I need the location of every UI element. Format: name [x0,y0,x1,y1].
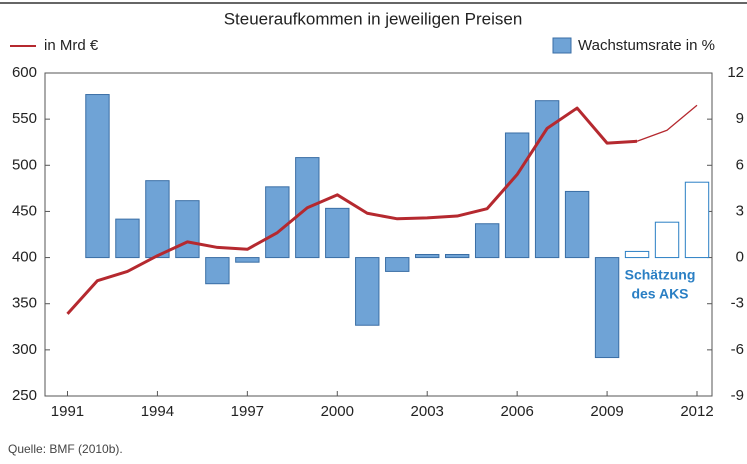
x-tick-label: 1991 [51,403,84,420]
y2-tick-label: -9 [731,387,744,404]
y-tick-label: 250 [12,387,37,404]
x-tick-label: 1997 [231,403,264,420]
legend-label: Wachstumsrate in % [578,37,715,54]
annotation: Schätzung [625,267,696,283]
bar [115,218,140,259]
plot-frame [44,72,713,397]
bar [175,200,200,259]
y2-tick-label: -6 [731,341,744,358]
bar [355,257,380,326]
bar [564,190,590,259]
bar [444,253,470,259]
line [66,106,638,315]
y2-tick-label: 6 [736,156,744,173]
y-tick-label: 300 [12,341,37,358]
estimate-bar [624,250,650,259]
y-tick-label: 550 [12,110,37,127]
y-tick-label: 400 [12,249,37,266]
y2-tick-label: 0 [736,249,744,266]
source: Quelle: BMF (2010b). [8,442,123,456]
estimate-bar [684,181,710,259]
bar [265,186,290,259]
annotation: des AKS [631,286,688,302]
y2-tick-label: -3 [731,295,744,312]
bar [594,257,620,359]
bar [415,253,440,259]
legend-swatch [552,37,572,54]
y-tick-label: 450 [12,202,37,219]
y2-tick-label: 3 [736,202,744,219]
y-tick-label: 350 [12,295,37,312]
bar [474,223,500,259]
x-tick-label: 2006 [500,403,533,420]
y2-tick-label: 12 [727,64,744,81]
bar [325,207,350,259]
y-tick-label: 600 [12,64,37,81]
x-tick-label: 1994 [141,403,174,420]
x-tick-label: 2012 [680,403,713,420]
estimate-bar [654,221,680,259]
x-tick-label: 2000 [321,403,354,420]
y-tick-label: 500 [12,156,37,173]
estimate-line [636,104,698,142]
x-tick-label: 2009 [590,403,623,420]
bar [385,257,410,272]
bar [85,94,110,259]
y2-tick-label: 9 [736,110,744,127]
chart-title: Steueraufkommen in jeweiligen Preisen [224,9,523,28]
legend-label: in Mrd € [44,37,99,54]
bar [235,257,260,263]
bar [205,257,230,285]
bar [504,132,530,259]
bar [145,180,170,259]
x-tick-label: 2003 [411,403,444,420]
